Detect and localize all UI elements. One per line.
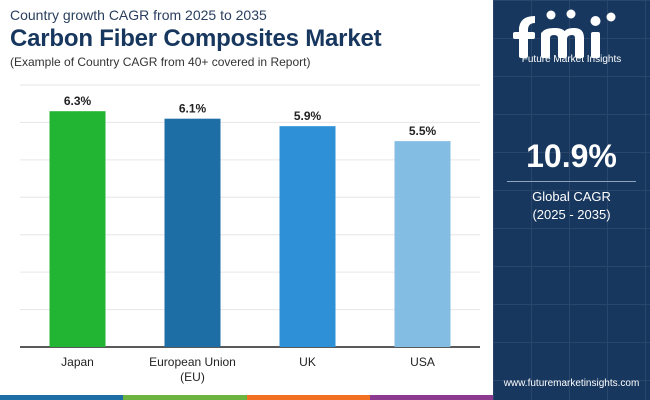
chart-note: (Example of Country CAGR from 40+ covere… xyxy=(10,55,311,69)
data-label: 5.9% xyxy=(294,109,322,123)
bottom-color-stripe xyxy=(0,395,493,400)
bar xyxy=(164,118,221,347)
bar xyxy=(49,111,106,347)
bar xyxy=(394,141,451,347)
global-cagr-period: (2025 - 2035) xyxy=(532,207,611,222)
global-cagr-label-block: Global CAGR (2025 - 2035) xyxy=(493,188,650,224)
bar xyxy=(279,126,336,348)
category-label: UK xyxy=(299,355,316,369)
global-cagr-value: 10.9% xyxy=(526,138,617,174)
category-label: Japan xyxy=(61,355,94,369)
stripe-segment xyxy=(0,395,124,400)
data-label: 5.5% xyxy=(409,124,437,138)
chart-header: Country growth CAGR from 2025 to 2035 Ca… xyxy=(10,6,490,70)
fmi-logo xyxy=(513,9,616,58)
chart-subtitle: Country growth CAGR from 2025 to 2035 xyxy=(10,7,267,23)
data-label: 6.3% xyxy=(64,94,92,108)
bar-chart: 6.3% Japan 6.1% European Union (EU) 5.9% UK 5.5… xyxy=(20,84,480,384)
global-cagr-label: Global CAGR xyxy=(532,189,611,204)
chart-title: Carbon Fiber Composites Market xyxy=(10,25,382,52)
data-label: 6.1% xyxy=(179,102,207,116)
logo-text: Future Market Insights xyxy=(521,54,622,65)
sidebar-pattern xyxy=(493,0,650,400)
category-label: European Union (EU) xyxy=(149,355,236,384)
stripe-segment xyxy=(246,395,370,400)
category-label: USA xyxy=(410,355,435,369)
summary-sidebar: Future Market Insights 10.9% Global CAGR… xyxy=(493,0,650,400)
sidebar-divider xyxy=(507,181,636,182)
website-url[interactable]: www.futuremarketinsights.com xyxy=(503,378,640,389)
stripe-segment xyxy=(123,395,247,400)
stripe-segment xyxy=(369,395,493,400)
